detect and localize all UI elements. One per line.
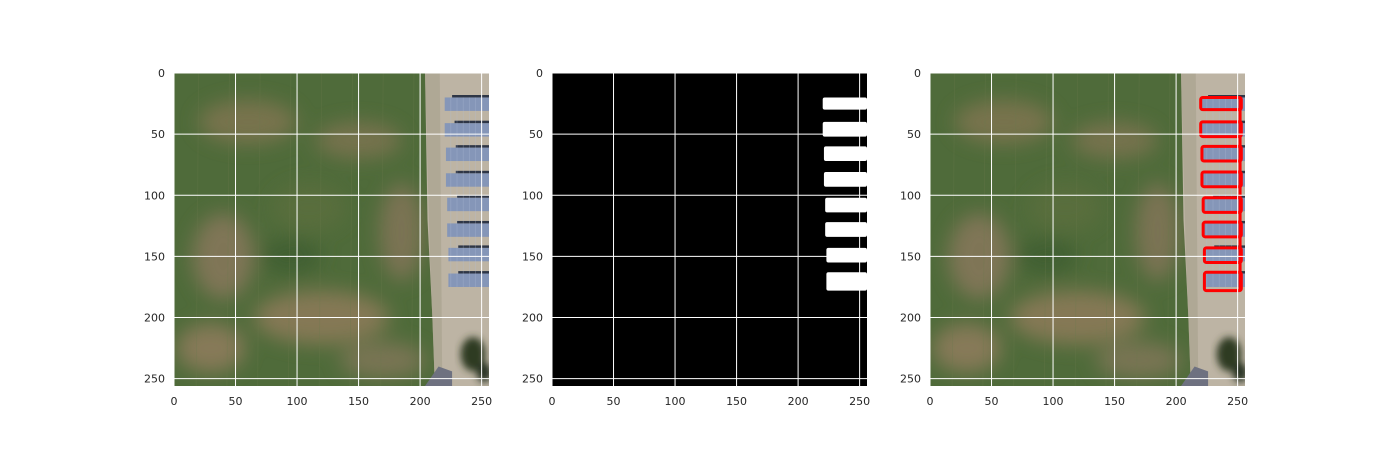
aerial-image <box>174 73 489 386</box>
grid-lines <box>929 72 1245 386</box>
mask-background <box>552 73 867 386</box>
panel-overlay: 0 50 100 150 200 250 0 50 100 150 200 250 <box>900 67 1248 408</box>
y-tick-label: 100 <box>900 189 921 202</box>
y-tick-label: 0 <box>914 67 921 80</box>
mask-rows <box>822 97 867 291</box>
mask-row <box>823 172 867 187</box>
x-tick-label: 100 <box>1043 395 1064 408</box>
y-tick-label: 50 <box>907 128 921 141</box>
mask-row <box>825 197 867 213</box>
mask-row <box>826 247 867 263</box>
y-tick-label: 200 <box>522 312 543 325</box>
x-tick-label: 250 <box>849 395 870 408</box>
y-tick-label: 200 <box>900 312 921 325</box>
y-tick-label: 150 <box>900 250 921 263</box>
grid-lines <box>173 72 489 386</box>
tick-labels: 0 50 100 150 200 250 0 50 100 150 200 250 <box>522 67 870 408</box>
x-tick-label: 0 <box>927 395 934 408</box>
y-tick-label: 100 <box>522 189 543 202</box>
tick-labels: 0 50 100 150 200 250 0 50 100 150 200 250 <box>900 67 1248 408</box>
red-contours <box>1199 95 1243 293</box>
y-tick-label: 250 <box>522 373 543 386</box>
x-tick-label: 200 <box>1166 395 1187 408</box>
x-tick-label: 150 <box>1104 395 1125 408</box>
y-tick-label: 50 <box>151 128 165 141</box>
grid-lines <box>551 72 867 386</box>
x-tick-label: 50 <box>607 395 621 408</box>
y-tick-label: 0 <box>536 67 543 80</box>
tick-labels: 0 50 100 150 200 250 0 50 100 150 200 250 <box>144 67 492 408</box>
x-tick-label: 200 <box>410 395 431 408</box>
x-tick-label: 100 <box>287 395 308 408</box>
x-tick-label: 250 <box>1227 395 1248 408</box>
panel-mask: 0 50 100 150 200 250 0 50 100 150 200 250 <box>522 67 870 408</box>
y-tick-label: 100 <box>144 189 165 202</box>
y-tick-label: 250 <box>144 373 165 386</box>
y-tick-label: 150 <box>522 250 543 263</box>
y-tick-label: 50 <box>529 128 543 141</box>
y-tick-label: 250 <box>900 373 921 386</box>
y-tick-label: 150 <box>144 250 165 263</box>
mask-row <box>822 97 867 110</box>
overlay-image <box>930 73 1245 386</box>
y-tick-label: 200 <box>144 312 165 325</box>
mask-row <box>822 121 867 137</box>
x-tick-label: 50 <box>229 395 243 408</box>
x-tick-label: 50 <box>985 395 999 408</box>
y-tick-label: 0 <box>158 67 165 80</box>
mask-row <box>825 222 867 237</box>
x-tick-label: 200 <box>788 395 809 408</box>
mask-row <box>823 146 867 162</box>
panel-aerial-photo: 0 50 100 150 200 250 0 50 100 150 200 250 <box>144 67 492 408</box>
x-tick-label: 150 <box>348 395 369 408</box>
x-tick-label: 0 <box>549 395 556 408</box>
x-tick-label: 250 <box>471 395 492 408</box>
x-tick-label: 150 <box>726 395 747 408</box>
x-tick-label: 100 <box>665 395 686 408</box>
x-tick-label: 0 <box>171 395 178 408</box>
mask-row <box>826 272 867 291</box>
